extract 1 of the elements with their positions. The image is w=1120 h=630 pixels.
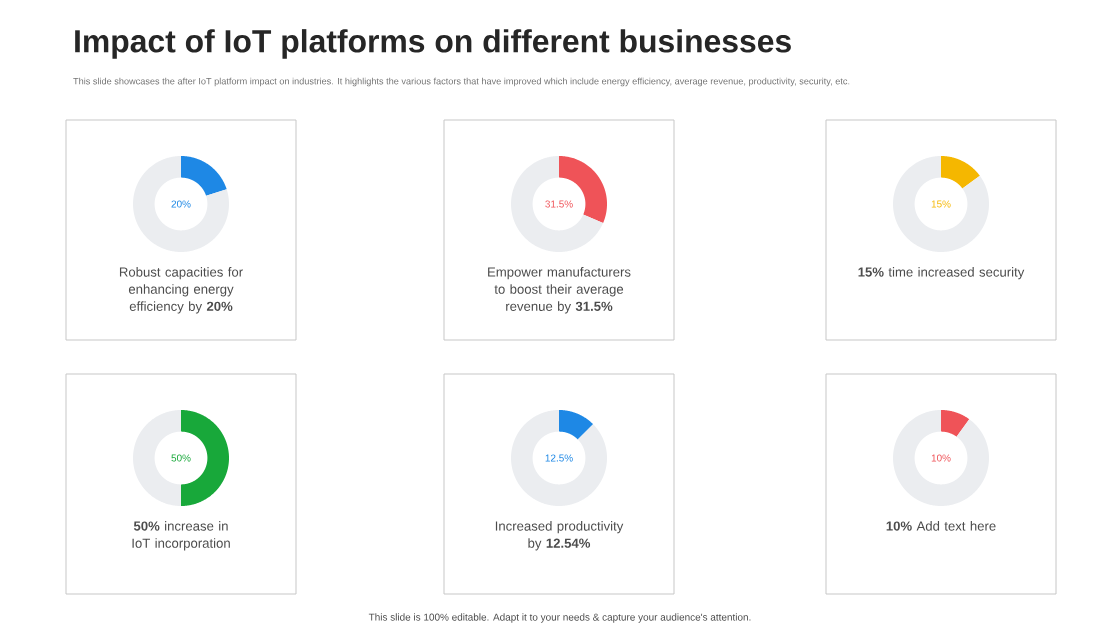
text: Impact of IoT platforms on different businesses bbox=[75, 29, 791, 59]
